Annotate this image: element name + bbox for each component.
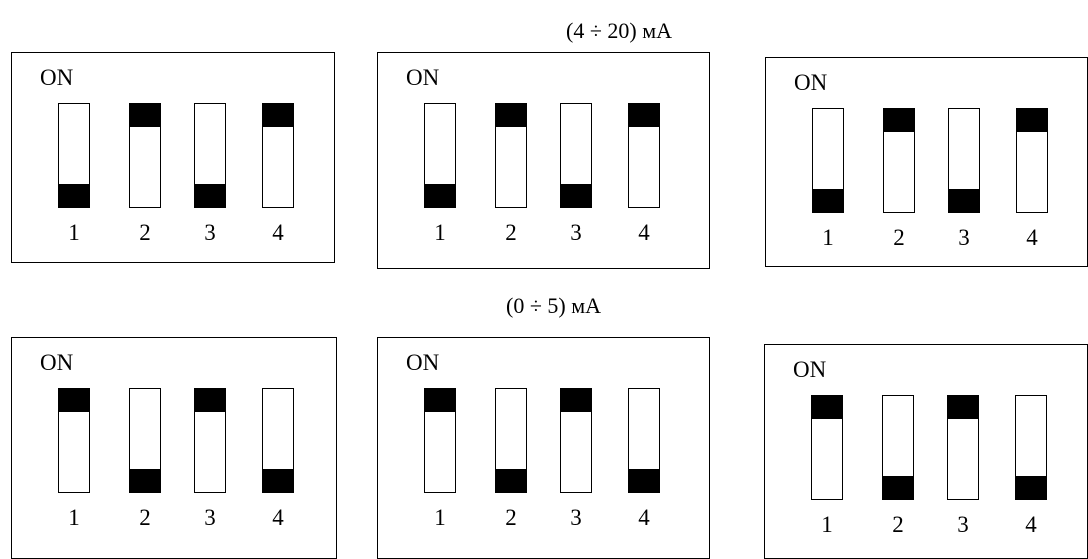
switch-number: 3 bbox=[958, 225, 970, 250]
switch-number: 2 bbox=[139, 505, 151, 530]
dip-switch-2[interactable] bbox=[495, 388, 527, 493]
dip-switch-2[interactable] bbox=[129, 103, 161, 208]
switch-number: 3 bbox=[204, 220, 216, 245]
switch-knob bbox=[58, 184, 90, 208]
dip-switch-panel: ON 1 2 3 4 bbox=[377, 337, 710, 559]
switch-knob bbox=[948, 189, 980, 213]
switch-knob bbox=[811, 395, 843, 419]
switch-number: 2 bbox=[505, 220, 517, 245]
switch-knob bbox=[883, 108, 915, 132]
dip-switch-3[interactable] bbox=[560, 103, 592, 208]
dip-switch-1[interactable] bbox=[58, 388, 90, 493]
dip-switch-3[interactable] bbox=[947, 395, 979, 500]
switch-number: 3 bbox=[570, 220, 582, 245]
on-label: ON bbox=[406, 350, 440, 375]
switch-number: 3 bbox=[570, 505, 582, 530]
switch-number: 4 bbox=[272, 220, 284, 245]
dip-switch-1[interactable] bbox=[424, 388, 456, 493]
dip-switch-3[interactable] bbox=[948, 108, 980, 213]
switch-number: 2 bbox=[505, 505, 517, 530]
switch-knob bbox=[424, 388, 456, 412]
switch-knob bbox=[194, 388, 226, 412]
dip-switch-2[interactable] bbox=[129, 388, 161, 493]
dip-switch-1[interactable] bbox=[58, 103, 90, 208]
dip-switch-3[interactable] bbox=[560, 388, 592, 493]
dip-switch-4[interactable] bbox=[628, 388, 660, 493]
switch-knob bbox=[628, 103, 660, 127]
dip-switch-4[interactable] bbox=[1015, 395, 1047, 500]
switch-number: 4 bbox=[638, 220, 650, 245]
switch-knob bbox=[947, 395, 979, 419]
dip-switch-2[interactable] bbox=[495, 103, 527, 208]
switch-number: 4 bbox=[1026, 225, 1038, 250]
heading-0-5: (0 ÷ 5) мА bbox=[506, 293, 602, 318]
dip-switch-panel: ON 1 2 3 4 bbox=[377, 52, 710, 269]
dip-switch-2[interactable] bbox=[883, 108, 915, 213]
dip-switch-4[interactable] bbox=[1016, 108, 1048, 213]
dip-switch-2[interactable] bbox=[882, 395, 914, 500]
dip-switch-4[interactable] bbox=[262, 388, 294, 493]
dip-switch-3[interactable] bbox=[194, 103, 226, 208]
switch-number: 1 bbox=[822, 225, 834, 250]
switch-number: 1 bbox=[68, 220, 80, 245]
switch-knob bbox=[262, 103, 294, 127]
switch-knob bbox=[424, 184, 456, 208]
switch-knob bbox=[129, 469, 161, 493]
switch-knob bbox=[194, 184, 226, 208]
switch-number: 2 bbox=[892, 512, 904, 537]
switch-knob bbox=[560, 388, 592, 412]
switch-knob bbox=[1015, 476, 1047, 500]
switch-number: 4 bbox=[272, 505, 284, 530]
switch-knob bbox=[560, 184, 592, 208]
switch-knob bbox=[495, 469, 527, 493]
dip-switch-panel: ON 1 2 3 4 bbox=[11, 337, 337, 559]
dip-switch-1[interactable] bbox=[812, 108, 844, 213]
dip-switch-1[interactable] bbox=[811, 395, 843, 500]
switch-number: 4 bbox=[638, 505, 650, 530]
heading-4-20: (4 ÷ 20) мА bbox=[566, 18, 673, 43]
switch-knob bbox=[812, 189, 844, 213]
switch-knob bbox=[262, 469, 294, 493]
dip-switch-1[interactable] bbox=[424, 103, 456, 208]
switch-knob bbox=[1016, 108, 1048, 132]
on-label: ON bbox=[406, 65, 440, 90]
on-label: ON bbox=[794, 70, 828, 95]
dip-switch-3[interactable] bbox=[194, 388, 226, 493]
switch-number: 3 bbox=[957, 512, 969, 537]
switch-knob bbox=[495, 103, 527, 127]
on-label: ON bbox=[793, 357, 827, 382]
switch-number: 1 bbox=[68, 505, 80, 530]
dip-switch-panel: ON 1 2 3 4 bbox=[764, 344, 1088, 559]
on-label: ON bbox=[40, 350, 74, 375]
switch-number: 2 bbox=[139, 220, 151, 245]
switch-number: 4 bbox=[1025, 512, 1037, 537]
switch-number: 3 bbox=[204, 505, 216, 530]
switch-knob bbox=[129, 103, 161, 127]
switch-number: 1 bbox=[434, 220, 446, 245]
dip-switch-panel: ON 1 2 3 4 bbox=[11, 52, 335, 263]
switch-number: 1 bbox=[434, 505, 446, 530]
switch-knob bbox=[58, 388, 90, 412]
on-label: ON bbox=[40, 65, 74, 90]
dip-switch-4[interactable] bbox=[628, 103, 660, 208]
switch-number: 1 bbox=[821, 512, 833, 537]
switch-number: 2 bbox=[893, 225, 905, 250]
dip-switch-4[interactable] bbox=[262, 103, 294, 208]
dip-switch-panel: ON 1 2 3 4 bbox=[765, 57, 1088, 267]
switch-knob bbox=[628, 469, 660, 493]
switch-knob bbox=[882, 476, 914, 500]
